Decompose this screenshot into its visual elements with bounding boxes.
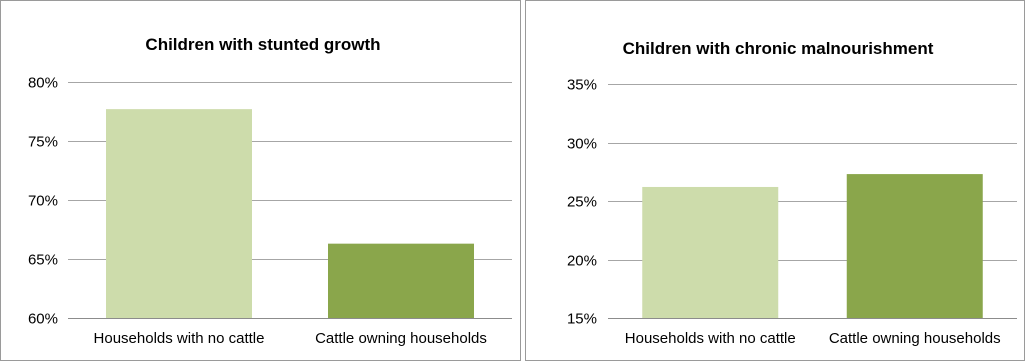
y-tick-label: 15%	[567, 311, 597, 328]
y-tick-label: 65%	[28, 252, 58, 269]
x-category-label: Cattle owning households	[829, 330, 1001, 347]
bar	[846, 174, 983, 318]
chart-stunted-growth: Children with stunted growth 60% 65% 70% 75…	[28, 35, 512, 347]
y-tick-label: 30%	[567, 136, 597, 153]
y-tick-label: 35%	[567, 77, 597, 94]
bar	[328, 243, 474, 318]
bar	[642, 186, 779, 318]
x-category-label: Households with no cattle	[625, 330, 796, 347]
bar	[106, 109, 252, 318]
chart-title: Children with chronic malnourishment	[623, 39, 934, 58]
chart-chronic-malnourishment: Children with chronic malnourishment 15%…	[567, 39, 1017, 347]
chart-panel-chronic-malnourishment: Children with chronic malnourishment 15%…	[525, 0, 1025, 361]
chart-title: Children with stunted growth	[145, 35, 380, 54]
chart-panel-stunted-growth: Children with stunted growth 60% 65% 70% 75…	[0, 0, 521, 361]
x-category-label: Households with no cattle	[94, 330, 265, 347]
y-tick-label: 25%	[567, 194, 597, 211]
y-tick-label: 80%	[28, 75, 58, 92]
y-tick-label: 60%	[28, 311, 58, 328]
y-tick-label: 20%	[567, 253, 597, 270]
x-category-label: Cattle owning households	[315, 330, 487, 347]
y-tick-label: 75%	[28, 134, 58, 151]
y-tick-label: 70%	[28, 193, 58, 210]
